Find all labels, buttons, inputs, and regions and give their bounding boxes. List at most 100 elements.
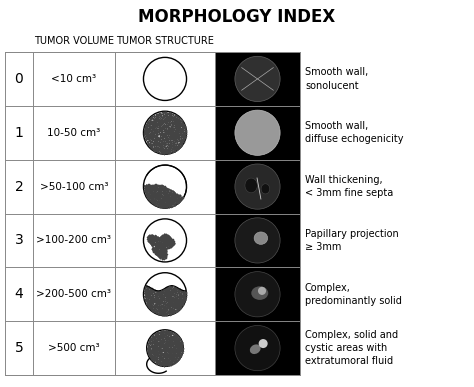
- Point: [148, 130, 156, 137]
- Point: [160, 303, 168, 309]
- Point: [165, 144, 173, 151]
- Point: [168, 342, 176, 348]
- Point: [149, 133, 156, 139]
- Point: [149, 301, 157, 307]
- Point: [172, 139, 179, 145]
- Point: [147, 294, 155, 300]
- Point: [162, 348, 169, 354]
- Point: [161, 243, 168, 250]
- Point: [148, 297, 156, 303]
- Point: [162, 109, 170, 115]
- Point: [157, 254, 164, 260]
- Point: [143, 130, 150, 136]
- Point: [154, 249, 161, 255]
- Point: [172, 113, 180, 119]
- Point: [180, 122, 188, 128]
- Point: [177, 304, 185, 310]
- Point: [168, 295, 176, 301]
- Point: [150, 122, 157, 128]
- Point: [149, 287, 157, 293]
- Point: [153, 307, 160, 313]
- Point: [153, 298, 161, 304]
- Point: [167, 124, 174, 130]
- Point: [150, 236, 158, 242]
- Point: [147, 191, 155, 197]
- Point: [157, 137, 164, 144]
- Point: [151, 201, 159, 207]
- Point: [165, 139, 173, 145]
- Point: [162, 344, 170, 350]
- Point: [157, 310, 164, 316]
- Point: [149, 307, 157, 313]
- Point: [161, 287, 168, 293]
- Point: [146, 143, 154, 149]
- Point: [162, 199, 170, 205]
- Point: [159, 236, 167, 242]
- Point: [171, 345, 179, 351]
- Point: [150, 199, 158, 205]
- Point: [160, 295, 168, 301]
- Point: [168, 342, 175, 349]
- Point: [150, 340, 158, 346]
- Point: [158, 202, 166, 208]
- Point: [153, 241, 161, 248]
- Point: [166, 332, 174, 338]
- Point: [150, 356, 158, 362]
- Point: [168, 294, 176, 300]
- Point: [158, 291, 165, 297]
- Point: [169, 351, 176, 358]
- Point: [176, 138, 184, 144]
- Point: [161, 251, 168, 257]
- Point: [160, 352, 168, 358]
- Point: [164, 188, 172, 194]
- Point: [149, 188, 157, 195]
- Point: [165, 362, 173, 368]
- Point: [169, 297, 176, 303]
- Point: [146, 343, 153, 349]
- Point: [162, 291, 169, 297]
- Point: [173, 338, 181, 344]
- Point: [160, 292, 168, 298]
- Point: [166, 349, 174, 355]
- Point: [154, 194, 162, 200]
- Point: [143, 120, 151, 127]
- Point: [157, 149, 164, 155]
- Point: [154, 120, 162, 126]
- Point: [159, 342, 166, 348]
- Point: [156, 361, 164, 368]
- Point: [169, 352, 176, 358]
- Point: [151, 188, 159, 194]
- Point: [149, 130, 156, 137]
- Point: [149, 300, 157, 307]
- Point: [151, 250, 159, 256]
- Point: [154, 243, 162, 249]
- Point: [166, 356, 174, 362]
- Point: [151, 199, 159, 205]
- Point: [163, 341, 171, 348]
- Point: [149, 122, 156, 128]
- Point: [160, 357, 167, 363]
- Text: MORPHOLOGY INDEX: MORPHOLOGY INDEX: [138, 8, 336, 26]
- Point: [143, 132, 151, 138]
- Point: [155, 296, 162, 302]
- Point: [168, 296, 176, 303]
- Point: [173, 296, 181, 303]
- Point: [169, 350, 177, 356]
- Point: [159, 358, 166, 364]
- Point: [173, 285, 180, 291]
- Point: [170, 349, 177, 355]
- Point: [156, 192, 164, 199]
- Point: [152, 295, 159, 301]
- Point: [153, 237, 160, 243]
- Point: [150, 197, 158, 203]
- Point: [149, 242, 157, 248]
- Point: [161, 117, 169, 123]
- Point: [172, 197, 179, 203]
- Point: [148, 197, 155, 203]
- Point: [168, 114, 176, 120]
- Point: [154, 185, 161, 191]
- Point: [149, 338, 156, 344]
- Point: [144, 184, 152, 190]
- Point: [161, 187, 168, 194]
- Point: [163, 334, 170, 340]
